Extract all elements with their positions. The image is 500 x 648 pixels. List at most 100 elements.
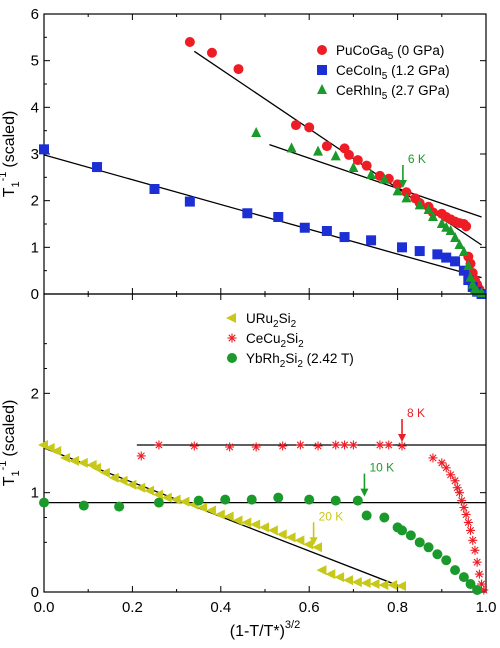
data-point bbox=[384, 440, 394, 450]
legend-label-name: CeCu bbox=[246, 331, 281, 346]
data-point bbox=[352, 155, 363, 166]
data-point bbox=[276, 529, 287, 540]
y-axis-label-sup: -1 bbox=[0, 461, 9, 471]
data-point bbox=[436, 218, 447, 228]
data-point bbox=[351, 577, 362, 588]
legend-label-sub: 5 bbox=[382, 91, 388, 102]
data-point bbox=[313, 145, 324, 156]
data-point bbox=[468, 535, 478, 545]
legend-label: URu2Si2 bbox=[246, 311, 297, 330]
x-axis-label-sup: 3/2 bbox=[285, 619, 300, 631]
legend-label-sub: 2 bbox=[281, 339, 287, 350]
data-point bbox=[458, 265, 469, 276]
data-point bbox=[325, 569, 336, 580]
data-point bbox=[38, 439, 48, 450]
data-point bbox=[161, 492, 172, 503]
data-point bbox=[303, 539, 314, 550]
data-point bbox=[108, 472, 119, 483]
y-tick-label: 2 bbox=[31, 193, 39, 210]
data-point bbox=[361, 160, 372, 171]
data-point bbox=[152, 489, 163, 500]
data-point bbox=[379, 512, 390, 523]
y-axis-label-sup: -1 bbox=[0, 172, 9, 182]
legend-marker bbox=[317, 84, 327, 94]
data-point bbox=[423, 542, 434, 553]
y-axis-label: T1-1 (scaled) bbox=[0, 400, 22, 487]
data-point bbox=[379, 173, 390, 184]
legend-label-suffix: (1.2 GPa) bbox=[387, 63, 449, 78]
data-point bbox=[457, 496, 467, 506]
legend-label: CeCu2Si2 bbox=[246, 331, 304, 350]
data-point bbox=[220, 494, 231, 505]
data-point bbox=[366, 235, 377, 246]
data-point bbox=[397, 525, 408, 536]
annotation-arrow-head bbox=[360, 488, 369, 497]
series-ybrh bbox=[39, 492, 483, 596]
data-point bbox=[294, 535, 305, 546]
data-point bbox=[321, 226, 332, 236]
data-point bbox=[474, 569, 484, 579]
data-point bbox=[285, 532, 296, 543]
legend-label-sub: 5 bbox=[388, 51, 394, 62]
data-point bbox=[392, 185, 403, 196]
data-point bbox=[278, 441, 288, 451]
data-point bbox=[250, 519, 261, 530]
data-point bbox=[295, 440, 305, 450]
data-point bbox=[428, 453, 438, 463]
legend-label-name: CeCoIn bbox=[336, 63, 382, 78]
data-point bbox=[472, 585, 483, 596]
data-point bbox=[441, 252, 452, 263]
data-point bbox=[446, 470, 456, 480]
legend-label-sub: 2 bbox=[273, 319, 279, 330]
y-tick-label: 0 bbox=[31, 286, 39, 303]
data-point bbox=[454, 488, 464, 498]
data-point bbox=[68, 455, 79, 466]
data-point bbox=[348, 162, 359, 172]
temperature-annotation: 8 K bbox=[398, 406, 425, 442]
data-point bbox=[465, 271, 476, 282]
data-point bbox=[135, 482, 146, 493]
x-axis-label: (1-T/T*)3/2 bbox=[230, 619, 300, 640]
y-tick-label: 1 bbox=[31, 239, 39, 256]
fit-line bbox=[43, 154, 482, 279]
y-tick-label: 1 bbox=[31, 485, 39, 502]
legend-label-name: PuCoGa bbox=[336, 43, 388, 58]
legend-label: PuCoGa5 (0 GPa) bbox=[336, 43, 444, 62]
data-point bbox=[273, 492, 284, 503]
fit-line bbox=[269, 144, 482, 218]
data-point bbox=[312, 542, 323, 553]
data-point bbox=[206, 47, 217, 58]
series-cecoin bbox=[39, 144, 487, 299]
legend-label-sub2: 2 bbox=[297, 359, 303, 370]
data-point bbox=[313, 441, 323, 451]
legend-marker bbox=[317, 65, 327, 75]
data-point bbox=[136, 451, 146, 461]
data-point bbox=[459, 503, 469, 513]
legend-label-name: URu bbox=[246, 311, 273, 326]
data-point bbox=[117, 475, 128, 486]
data-point bbox=[397, 441, 407, 451]
y-tick-label: 0 bbox=[31, 584, 39, 601]
legend-label-sub: 5 bbox=[382, 71, 388, 82]
legend-label-sub2: 2 bbox=[298, 339, 304, 350]
y-tick-label: 5 bbox=[31, 53, 39, 70]
legend-label-suffix: (0 GPa) bbox=[393, 43, 444, 58]
data-point bbox=[114, 501, 125, 512]
data-point bbox=[189, 441, 199, 451]
legend-label-suffix: Si bbox=[279, 311, 291, 326]
data-point bbox=[233, 64, 244, 75]
x-tick-label: 0.2 bbox=[122, 599, 143, 616]
data-point bbox=[91, 462, 102, 473]
annotation-label: 10 K bbox=[369, 461, 394, 475]
data-point bbox=[184, 37, 195, 47]
data-point bbox=[251, 127, 262, 137]
data-point bbox=[205, 505, 216, 516]
data-point bbox=[316, 565, 327, 576]
data-point bbox=[60, 452, 71, 463]
data-point bbox=[267, 525, 278, 536]
y-tick-label: 6 bbox=[31, 6, 39, 23]
legend-label-suffix: Si bbox=[285, 351, 297, 366]
